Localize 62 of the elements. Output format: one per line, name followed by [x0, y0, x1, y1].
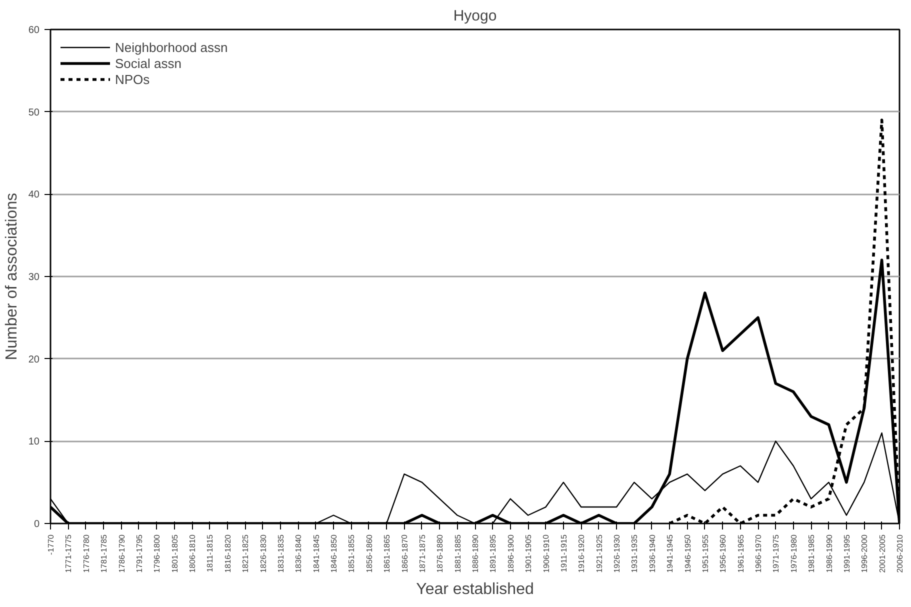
x-tick-label: 1996-2000 [860, 534, 870, 573]
x-tick-label: 1771-1775 [64, 534, 74, 573]
x-tick-label: 1856-1860 [364, 534, 374, 573]
x-tick-label: 1786-1790 [117, 534, 126, 573]
x-tick-label: 1836-1840 [294, 534, 304, 573]
y-tick-label: 0 [34, 519, 40, 530]
x-tick-label: 1956-1960 [718, 534, 728, 573]
x-tick-label: 1906-1910 [542, 534, 551, 573]
x-tick-label: 1921-1925 [594, 534, 604, 573]
y-tick-label: 20 [28, 354, 40, 366]
x-tick-label: 1791-1795 [134, 534, 144, 573]
x-tick-label: 1991-1995 [842, 534, 852, 573]
legend-label: Social assn [115, 55, 182, 71]
x-tick-label: 1876-1880 [436, 534, 445, 573]
legend-label: NPOs [115, 71, 150, 87]
x-tick-label: 1951-1955 [700, 534, 710, 573]
x-tick-label: 1901-1905 [524, 534, 534, 573]
x-tick-label: 1846-1850 [330, 534, 338, 573]
x-tick-label: 1961-1965 [736, 534, 746, 573]
x-tick-label: 2001-2005 [878, 534, 887, 573]
y-axis-title: Number of associations [3, 192, 20, 360]
x-tick-label: 1886-1890 [471, 534, 480, 573]
y-tick-label: 40 [28, 190, 40, 201]
x-axis-title: Year established [416, 580, 534, 598]
x-tick-label: 1946-1950 [683, 534, 692, 573]
x-tick-label: 1776-1780 [82, 534, 91, 573]
x-tick-label: 1971-1975 [772, 534, 781, 573]
x-tick-label: 1916-1920 [577, 534, 586, 573]
x-tick-label: 1851-1855 [347, 534, 356, 573]
x-tick-label: 1941-1945 [666, 534, 675, 573]
x-tick-label: 1861-1865 [382, 534, 392, 573]
x-tick-label: 1821-1825 [241, 534, 250, 573]
x-tick-label: 1841-1845 [312, 534, 321, 573]
y-tick-label: 30 [28, 272, 40, 283]
x-tick-label: 2006-2010 [896, 534, 904, 573]
x-tick-label: 1801-1805 [170, 534, 180, 573]
x-tick-label: 1831-1835 [276, 534, 286, 573]
x-tick-label: 1986-1990 [824, 534, 834, 573]
x-tick-label: 1931-1935 [630, 534, 640, 573]
x-tick-label: 1871-1875 [418, 534, 427, 573]
x-tick-label: 1976-1980 [789, 534, 798, 573]
y-tick-label: 50 [28, 107, 40, 118]
x-tick-label: 1806-1810 [188, 534, 197, 573]
x-tick-label: 1811-1815 [206, 534, 215, 572]
x-tick-label: 1816-1820 [223, 534, 232, 573]
chart-title: Hyogo [453, 8, 497, 24]
x-tick-label: 1966-1970 [754, 534, 763, 573]
x-tick-label: 1866-1870 [400, 534, 410, 573]
x-tick-label: 1911-1915 [559, 534, 568, 572]
legend-label: Neighborhood assn [115, 39, 228, 55]
x-tick-label: 1781-1785 [100, 534, 109, 573]
y-tick-label: 60 [28, 25, 40, 36]
x-tick-label: 1881-1885 [453, 534, 462, 573]
x-tick-label: 1981-1985 [807, 534, 816, 573]
x-tick-label: 1926-1930 [612, 534, 622, 573]
y-tick-label: 10 [28, 436, 40, 448]
x-tick-label: 1826-1830 [258, 534, 268, 573]
x-tick-label: 1936-1940 [648, 534, 657, 573]
x-tick-label: 1796-1800 [152, 534, 162, 573]
x-tick-label: -1770 [46, 534, 56, 555]
x-tick-label: 1896-1900 [506, 534, 516, 573]
x-tick-label: 1891-1895 [488, 534, 498, 573]
